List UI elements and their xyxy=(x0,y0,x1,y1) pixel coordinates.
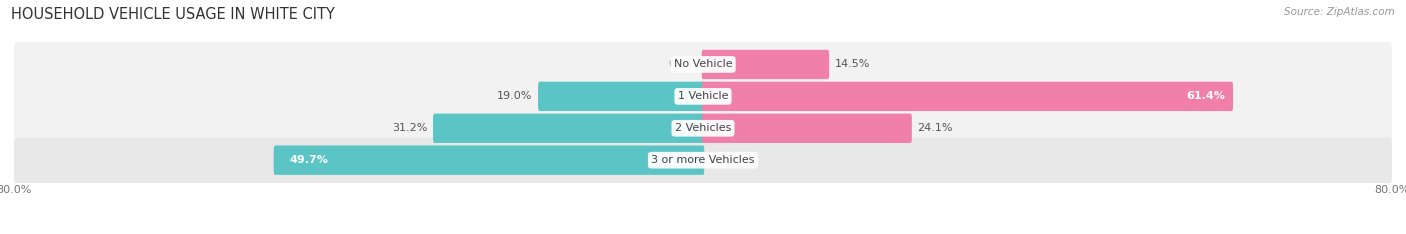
FancyBboxPatch shape xyxy=(433,113,704,143)
Text: HOUSEHOLD VEHICLE USAGE IN WHITE CITY: HOUSEHOLD VEHICLE USAGE IN WHITE CITY xyxy=(11,7,335,22)
FancyBboxPatch shape xyxy=(14,106,1392,151)
FancyBboxPatch shape xyxy=(14,74,1392,119)
Text: 2 Vehicles: 2 Vehicles xyxy=(675,123,731,133)
Text: 0.0%: 0.0% xyxy=(710,155,738,165)
Text: 19.0%: 19.0% xyxy=(498,91,533,101)
FancyBboxPatch shape xyxy=(14,106,1392,152)
Text: 1 Vehicle: 1 Vehicle xyxy=(678,91,728,101)
FancyBboxPatch shape xyxy=(702,113,912,143)
Text: 61.4%: 61.4% xyxy=(1187,91,1225,101)
FancyBboxPatch shape xyxy=(538,82,704,111)
Text: 3 or more Vehicles: 3 or more Vehicles xyxy=(651,155,755,165)
FancyBboxPatch shape xyxy=(14,42,1392,87)
Text: No Vehicle: No Vehicle xyxy=(673,59,733,69)
FancyBboxPatch shape xyxy=(702,82,1233,111)
FancyBboxPatch shape xyxy=(14,138,1392,183)
FancyBboxPatch shape xyxy=(274,146,704,175)
FancyBboxPatch shape xyxy=(702,50,830,79)
Text: 49.7%: 49.7% xyxy=(290,155,329,165)
Text: Source: ZipAtlas.com: Source: ZipAtlas.com xyxy=(1284,7,1395,17)
Text: 14.5%: 14.5% xyxy=(835,59,870,69)
Text: 0.0%: 0.0% xyxy=(668,59,696,69)
FancyBboxPatch shape xyxy=(14,139,1392,184)
FancyBboxPatch shape xyxy=(14,75,1392,120)
Text: 31.2%: 31.2% xyxy=(392,123,427,133)
FancyBboxPatch shape xyxy=(14,43,1392,88)
Text: 24.1%: 24.1% xyxy=(918,123,953,133)
